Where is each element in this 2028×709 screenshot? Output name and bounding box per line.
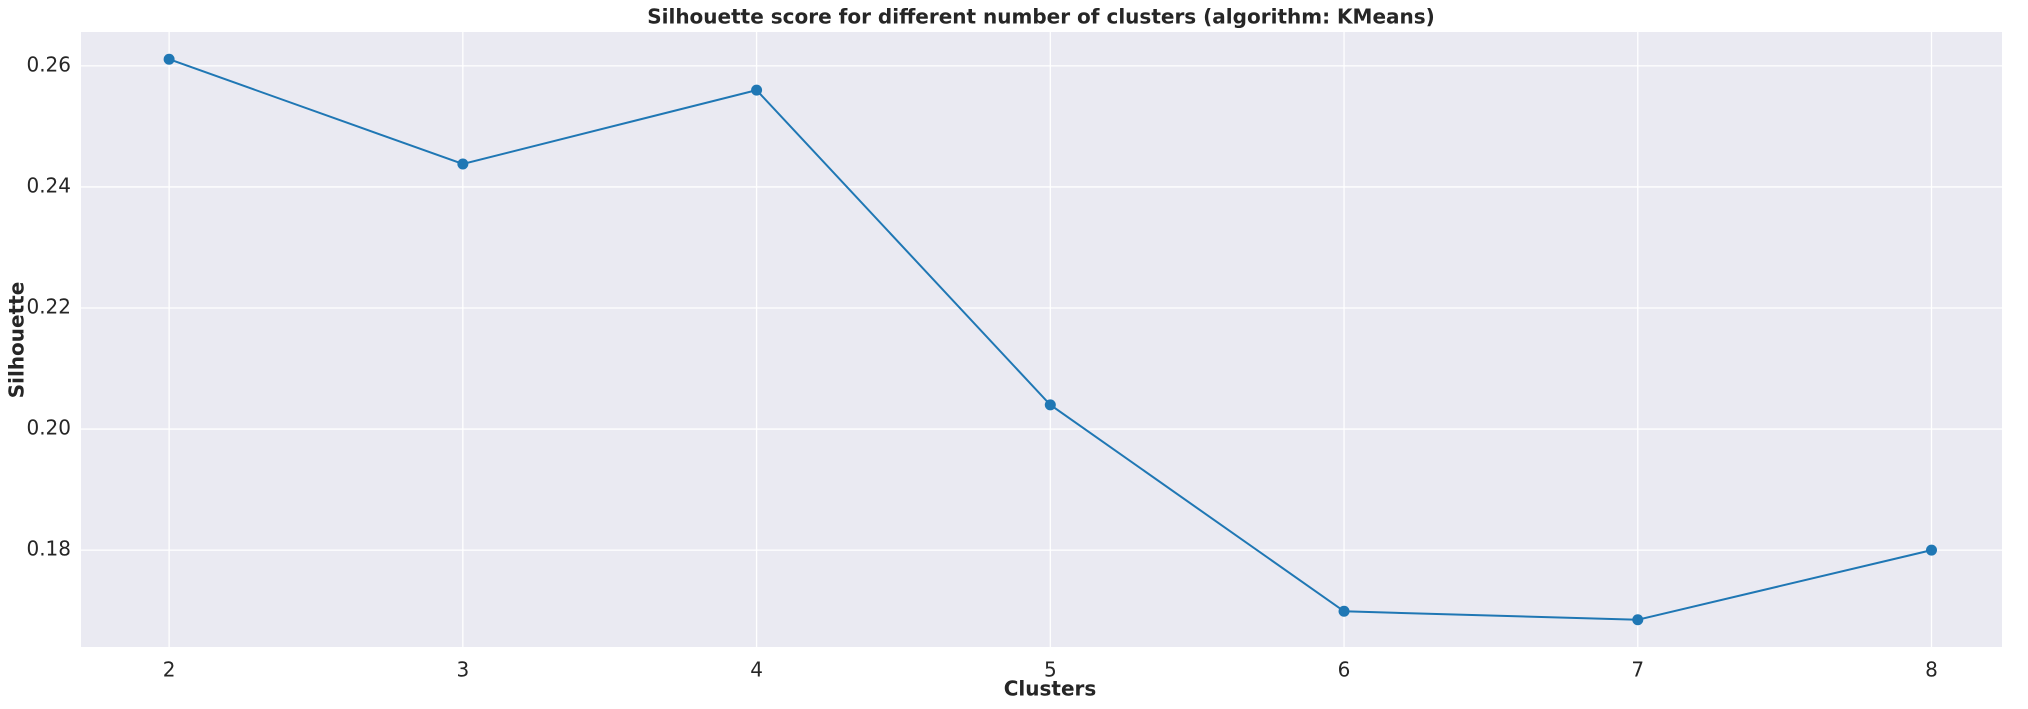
plot-area — [81, 32, 2002, 647]
x-axis-label: Clusters — [1004, 677, 1097, 701]
marker — [163, 53, 175, 65]
marker — [457, 158, 469, 170]
y-tick-label: 0.22 — [26, 295, 71, 319]
y-axis-label: Silhouette — [5, 282, 29, 399]
chart-title: Silhouette score for different number of… — [647, 5, 1435, 29]
y-tick-label: 0.26 — [26, 52, 71, 76]
x-tick-label: 7 — [1631, 658, 1644, 682]
x-tick-label: 2 — [163, 658, 176, 682]
marker — [1632, 614, 1644, 626]
x-tick-label: 5 — [1044, 658, 1057, 682]
y-tick-label: 0.18 — [26, 537, 71, 561]
marker — [1338, 605, 1350, 617]
marker — [1926, 544, 1938, 556]
x-tick-label: 3 — [456, 658, 469, 682]
marker — [1044, 399, 1056, 411]
y-tick-label: 0.24 — [26, 173, 71, 197]
y-tick-label: 0.20 — [26, 416, 71, 440]
marker — [751, 84, 763, 96]
x-tick-label: 8 — [1925, 658, 1938, 682]
x-tick-label: 6 — [1338, 658, 1351, 682]
x-tick-label: 4 — [750, 658, 763, 682]
